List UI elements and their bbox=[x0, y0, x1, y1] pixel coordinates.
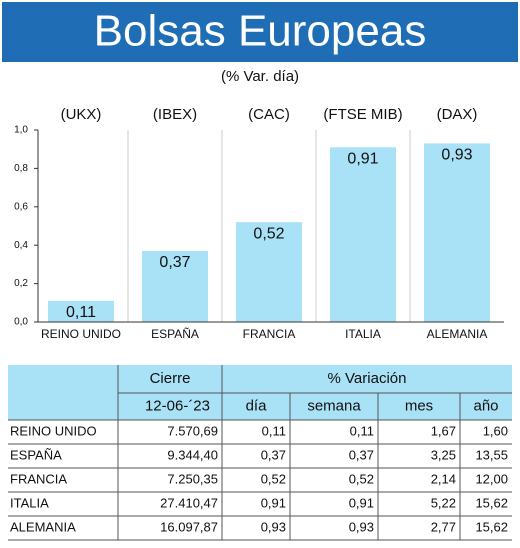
table-cell: 0,11 bbox=[350, 423, 374, 438]
bar bbox=[424, 143, 490, 322]
value-label: 0,91 bbox=[347, 150, 378, 167]
table-date: 12-06-´23 bbox=[145, 397, 210, 414]
y-tick-label: 0,0 bbox=[14, 317, 28, 328]
table-header: % Variación bbox=[328, 370, 407, 387]
title-band bbox=[2, 2, 518, 62]
table-cell: ALEMANIA bbox=[10, 519, 76, 534]
table-cell: 1,60 bbox=[483, 423, 508, 438]
column-header: año bbox=[473, 397, 498, 414]
table-cell: ITALIA bbox=[10, 495, 49, 510]
y-tick-label: 0,4 bbox=[14, 240, 28, 251]
bar bbox=[236, 222, 302, 322]
table-cell: 0,11 bbox=[262, 423, 286, 438]
table-cell: 7.570,69 bbox=[167, 423, 218, 438]
table-cell: 0,93 bbox=[261, 519, 286, 534]
table-cell: 7.250,35 bbox=[167, 471, 218, 486]
y-tick-label: 0,6 bbox=[14, 201, 28, 212]
table-header: Cierre bbox=[150, 370, 191, 387]
table-cell: REINO UNIDO bbox=[10, 423, 97, 438]
table-cell: ESPAÑA bbox=[10, 447, 62, 462]
index-label: (IBEX) bbox=[153, 106, 197, 123]
column-header: mes bbox=[405, 397, 433, 414]
table-cell: 5,22 bbox=[431, 495, 456, 510]
y-tick-label: 0,2 bbox=[14, 278, 28, 289]
table-cell: 0,52 bbox=[261, 471, 286, 486]
index-label: (UKX) bbox=[61, 106, 102, 123]
table-cell: 0,37 bbox=[261, 447, 286, 462]
table-cell: 2,77 bbox=[431, 519, 456, 534]
table-cell: 0,91 bbox=[261, 495, 286, 510]
table-cell: 0,52 bbox=[349, 471, 374, 486]
value-label: 0,52 bbox=[253, 225, 284, 242]
value-label: 0,93 bbox=[441, 147, 472, 164]
x-tick-label: ALEMANIA bbox=[427, 327, 488, 341]
table-cell: 1,67 bbox=[431, 423, 456, 438]
x-tick-label: REINO UNIDO bbox=[41, 327, 121, 341]
table-cell: 15,62 bbox=[475, 519, 508, 534]
value-label: 0,37 bbox=[159, 254, 190, 271]
table-cell: 27.410,47 bbox=[160, 495, 218, 510]
table-cell: 0,37 bbox=[349, 447, 374, 462]
x-tick-label: FRANCIA bbox=[243, 327, 296, 341]
y-tick-label: 0,8 bbox=[14, 163, 28, 174]
table-cell: 15,62 bbox=[475, 495, 508, 510]
bar bbox=[142, 250, 208, 322]
index-label: (CAC) bbox=[248, 106, 290, 123]
y-tick-label: 1,0 bbox=[14, 125, 28, 136]
chart-title: Bolsas Europeas bbox=[94, 7, 427, 56]
x-tick-label: ITALIA bbox=[345, 327, 381, 341]
table-cell: 0,91 bbox=[349, 495, 374, 510]
x-tick-label: ESPAÑA bbox=[151, 327, 199, 341]
column-header: día bbox=[246, 397, 268, 414]
table-cell: FRANCIA bbox=[10, 471, 67, 486]
index-label: (DAX) bbox=[437, 106, 478, 123]
bar bbox=[48, 300, 114, 322]
table-cell: 13,55 bbox=[475, 447, 508, 462]
table-cell: 2,14 bbox=[431, 471, 456, 486]
value-label: 0,11 bbox=[66, 304, 96, 321]
chart-subtitle: (% Var. día) bbox=[221, 68, 299, 85]
table-cell: 12,00 bbox=[475, 471, 508, 486]
column-header: semana bbox=[307, 397, 361, 414]
table-cell: 9.344,40 bbox=[167, 447, 218, 462]
index-label: (FTSE MIB) bbox=[323, 106, 402, 123]
table-cell: 3,25 bbox=[431, 447, 456, 462]
bar bbox=[330, 147, 396, 322]
table-cell: 0,93 bbox=[349, 519, 374, 534]
table-cell: 16.097,87 bbox=[160, 519, 218, 534]
